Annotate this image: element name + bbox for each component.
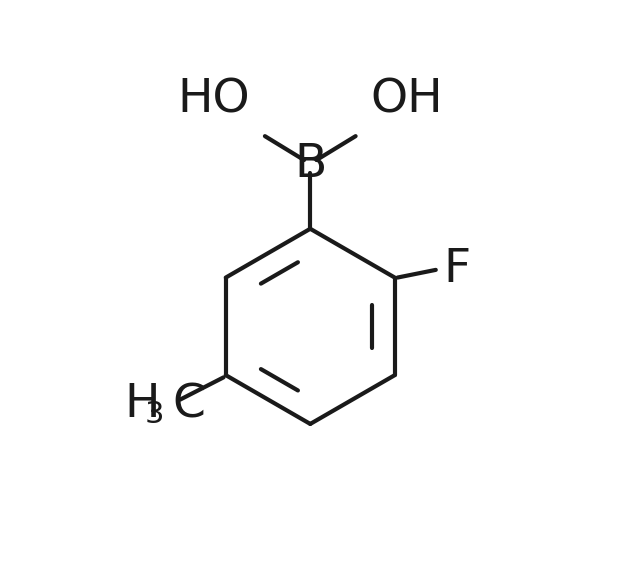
Text: 3: 3 [145,400,164,429]
Text: F: F [444,247,471,293]
Text: H: H [124,382,160,427]
Text: C: C [172,382,205,427]
Text: B: B [294,142,326,187]
Text: OH: OH [371,78,443,123]
Text: HO: HO [178,78,250,123]
